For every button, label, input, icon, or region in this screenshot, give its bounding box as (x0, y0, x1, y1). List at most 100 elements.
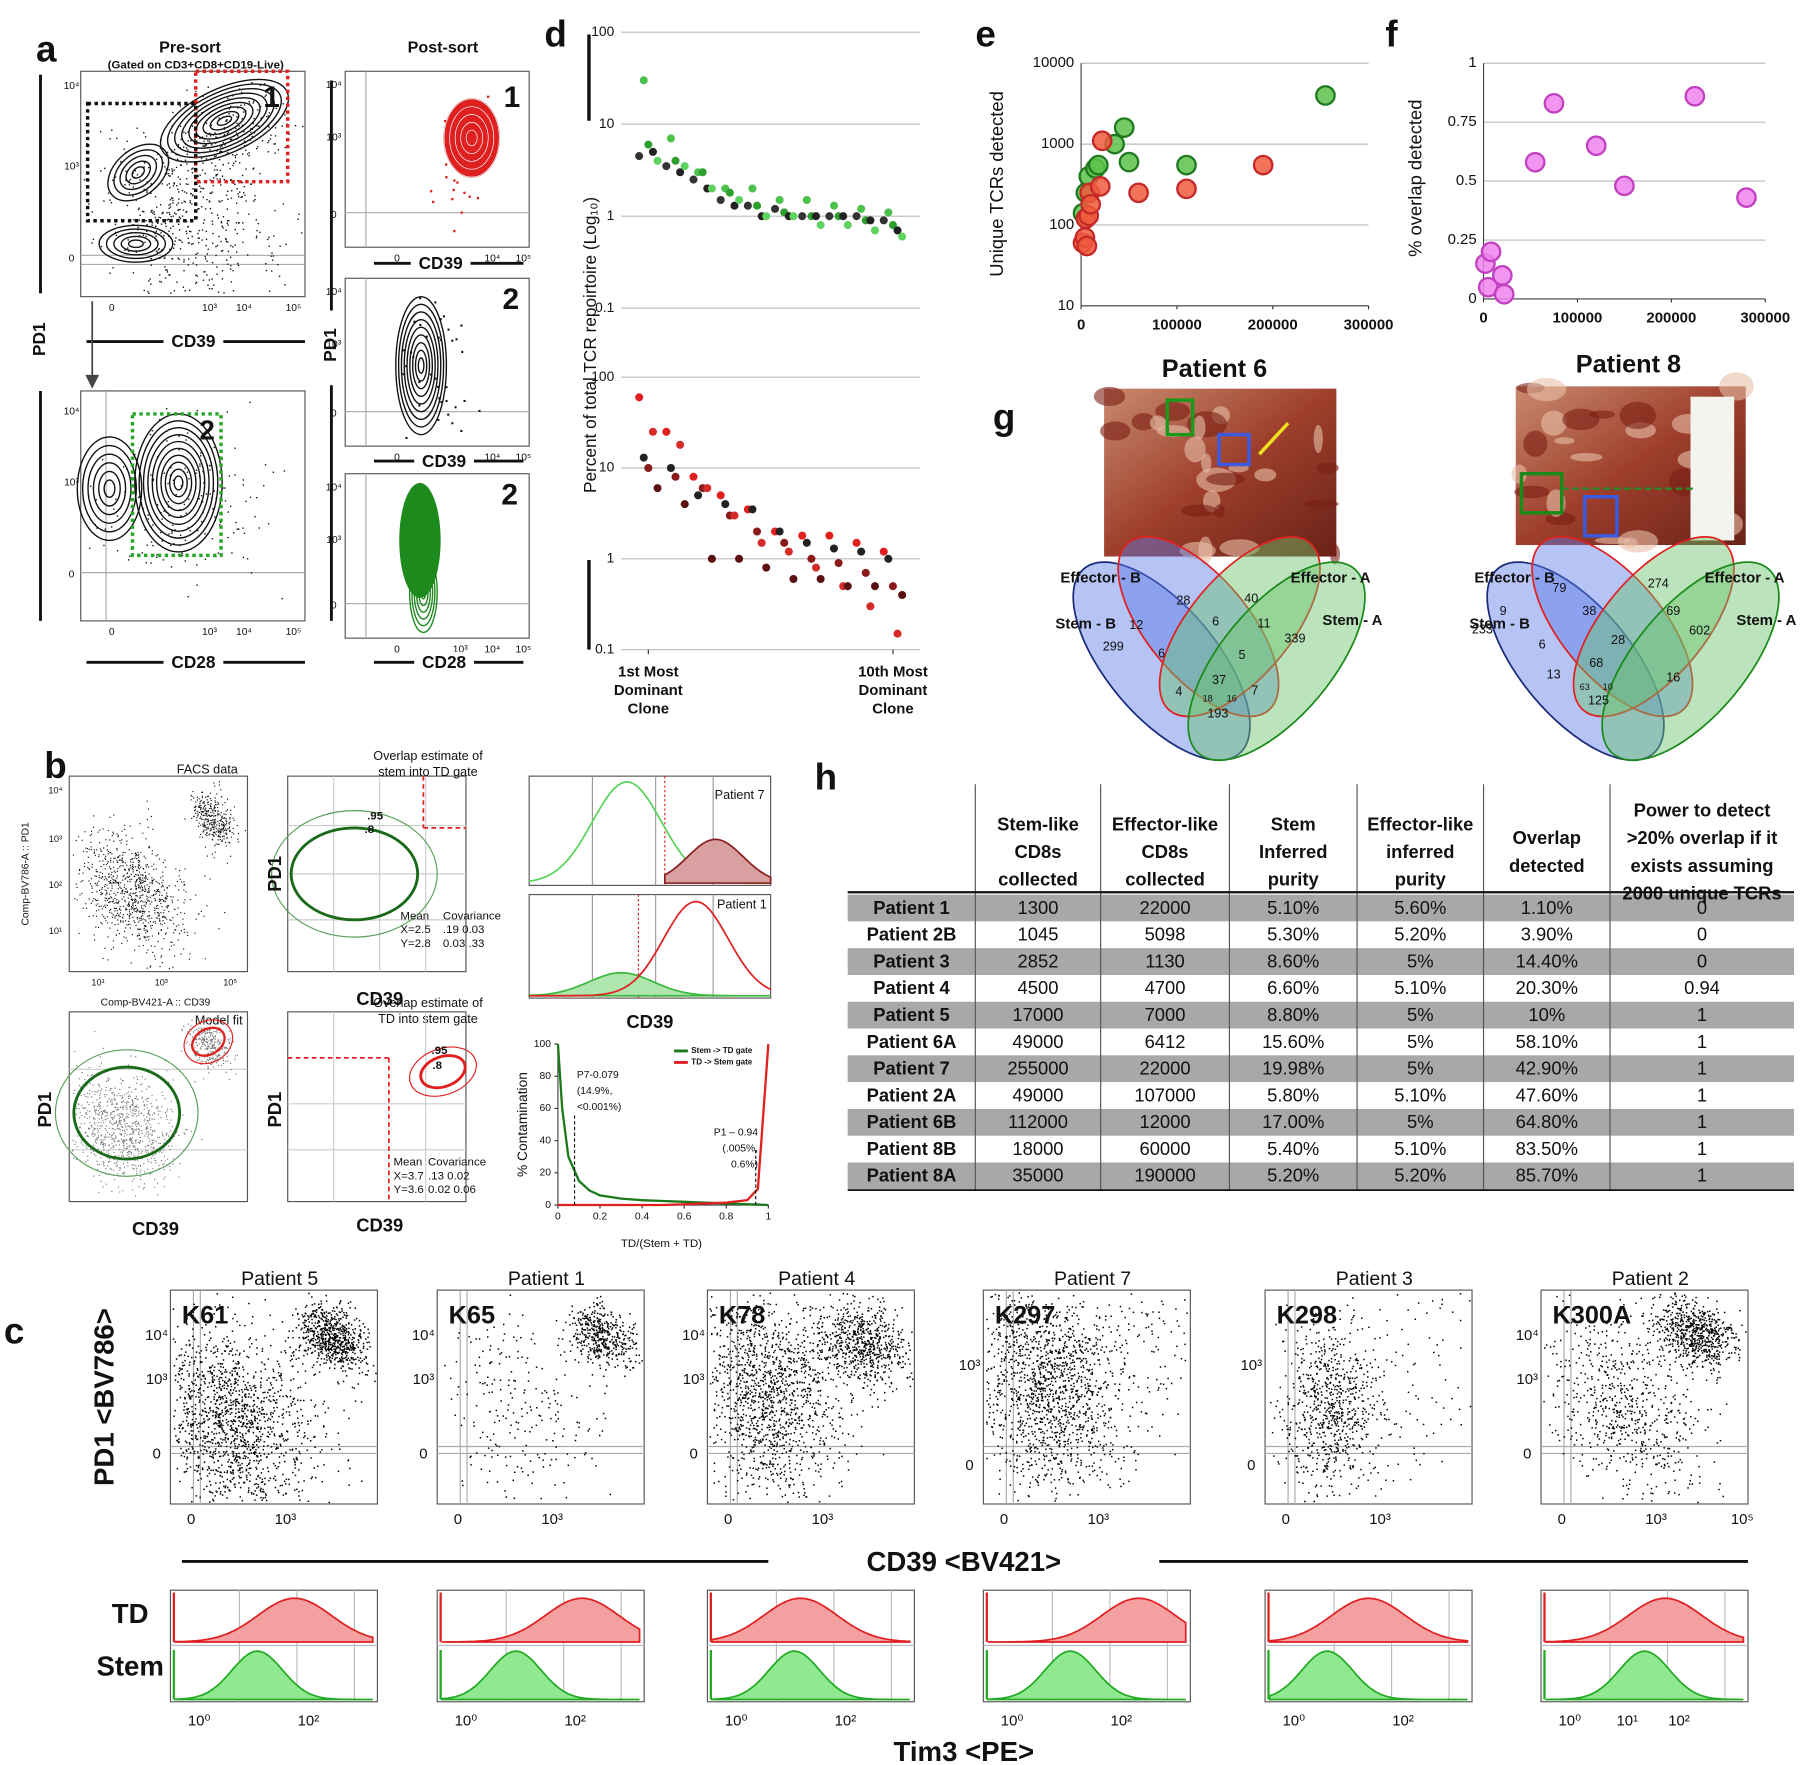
dot (137, 1147, 139, 1150)
dot (135, 887, 137, 889)
dot (294, 1467, 297, 1469)
dot (109, 839, 111, 841)
dot (275, 1399, 278, 1401)
dot (249, 1346, 251, 1348)
dot (299, 1452, 301, 1455)
dot (99, 130, 102, 133)
dot (111, 1088, 113, 1090)
dot (118, 881, 120, 883)
dot (204, 958, 206, 960)
dot (230, 1441, 233, 1443)
plot-subtitle: (Gated on CD3+CD8+CD19-Live) (108, 60, 284, 72)
dot (229, 1408, 232, 1410)
dot (134, 857, 136, 859)
dot (182, 918, 184, 920)
dot (99, 1101, 102, 1104)
dot (213, 446, 215, 449)
dot (82, 1107, 84, 1109)
dot (199, 1437, 202, 1439)
dot (191, 235, 193, 238)
dot (419, 297, 422, 300)
dot (173, 289, 176, 292)
dot (274, 1475, 276, 1478)
dot (270, 1428, 272, 1430)
dot (168, 204, 170, 206)
dot (100, 1134, 103, 1136)
contour (403, 318, 439, 413)
dot (179, 1367, 181, 1369)
dot (215, 831, 217, 833)
dot (136, 858, 138, 860)
dot (177, 143, 180, 146)
dot (278, 1395, 281, 1398)
dot (192, 262, 194, 264)
dot (208, 1031, 211, 1034)
dot (183, 884, 185, 886)
dot (106, 845, 108, 847)
dot (144, 910, 146, 912)
dot (151, 224, 153, 226)
dot (226, 411, 229, 413)
dot (271, 1416, 273, 1418)
dot (144, 1105, 146, 1107)
dot (282, 1438, 285, 1440)
dot (151, 917, 153, 919)
dot (146, 1116, 148, 1118)
panel-label: d (544, 14, 566, 55)
dot (122, 876, 124, 878)
dot (209, 1441, 212, 1443)
dot (202, 802, 204, 804)
contour (409, 334, 434, 398)
dot (179, 1424, 182, 1427)
dot (277, 1447, 279, 1449)
dot (170, 197, 173, 199)
dot (281, 1434, 283, 1436)
dot (245, 1468, 248, 1471)
dot (207, 1386, 209, 1388)
dot (128, 905, 130, 908)
dot (239, 1324, 241, 1327)
dot (84, 831, 86, 833)
dot (223, 1046, 225, 1048)
dot (178, 449, 180, 451)
dot (269, 138, 272, 140)
dot (179, 178, 181, 180)
dot (211, 826, 213, 828)
dot (298, 1469, 300, 1471)
dot (101, 908, 103, 910)
dot (142, 867, 144, 870)
dot (208, 1412, 210, 1414)
dot (137, 226, 139, 229)
dot (222, 1398, 224, 1400)
dot (218, 1304, 221, 1306)
dot (151, 935, 153, 937)
dot (146, 191, 148, 193)
dot (215, 801, 217, 803)
dot (205, 827, 208, 829)
dot (267, 1453, 270, 1456)
dot (280, 1452, 283, 1455)
dot (187, 1031, 189, 1033)
dot (195, 282, 197, 285)
dot (122, 1105, 125, 1107)
dot (117, 1140, 119, 1142)
dot (235, 1453, 238, 1455)
dot (279, 1443, 282, 1446)
dot (199, 174, 201, 176)
dot (153, 1112, 155, 1114)
dot (117, 856, 119, 858)
dot (141, 886, 143, 889)
dot (211, 1380, 214, 1382)
dot (116, 912, 118, 914)
dot (96, 1105, 98, 1108)
dot (202, 95, 204, 97)
dot (275, 1447, 278, 1449)
dot (213, 1389, 215, 1392)
dot (207, 284, 209, 286)
dot (132, 904, 134, 906)
dot (225, 1060, 227, 1062)
dot (235, 1456, 237, 1458)
dot (215, 1356, 218, 1358)
dot (202, 1401, 204, 1403)
dot (223, 134, 226, 136)
